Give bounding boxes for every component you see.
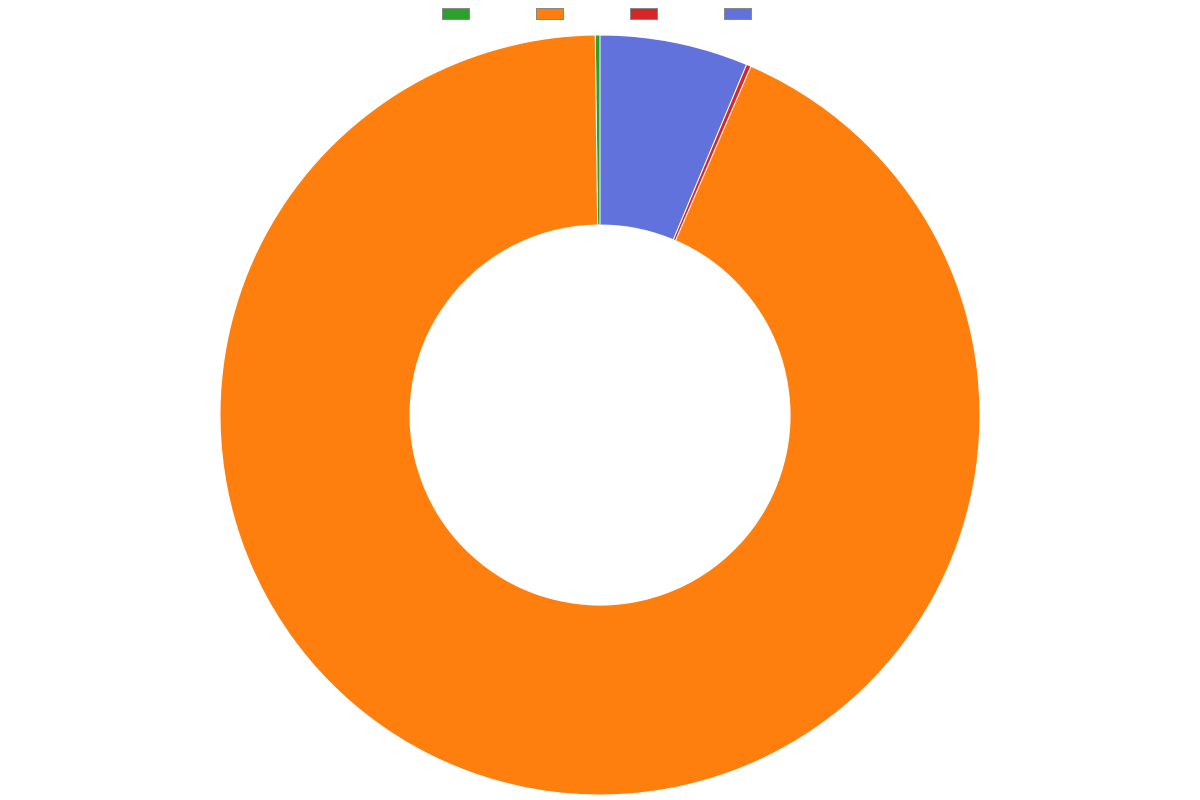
legend-item-0 [442,8,476,20]
legend-item-1 [536,8,570,20]
legend-swatch-2 [630,8,658,20]
chart-legend [0,8,1200,20]
legend-item-3 [724,8,758,20]
donut-wrap [0,30,1200,800]
legend-swatch-0 [442,8,470,20]
legend-swatch-1 [536,8,564,20]
donut-chart [218,33,982,797]
donut-chart-container [0,0,1200,800]
legend-item-2 [630,8,664,20]
legend-swatch-3 [724,8,752,20]
